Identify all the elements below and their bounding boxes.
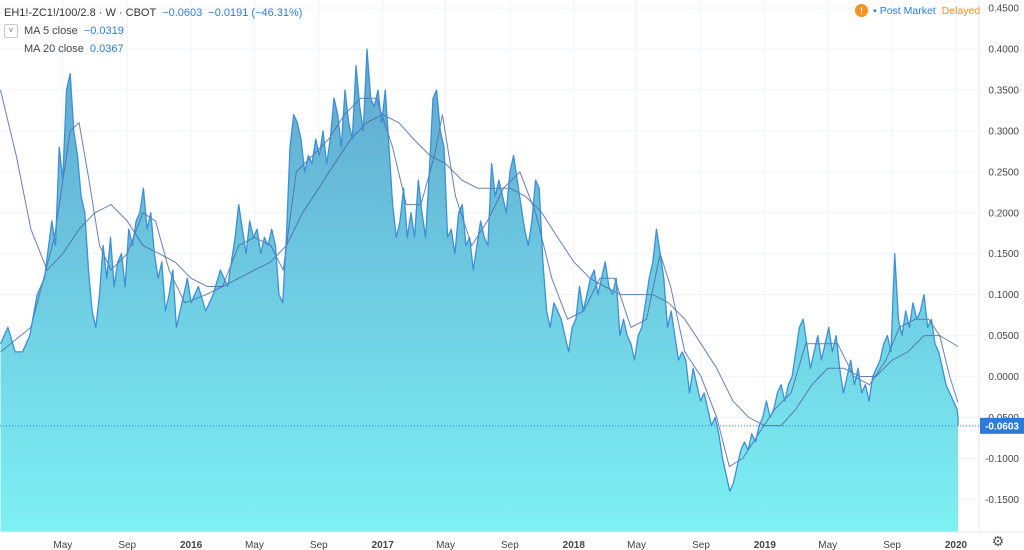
warning-icon[interactable]: ! [855, 4, 868, 17]
last-price-tag: -0.0603 [0, 417, 1024, 434]
x-tick-label: 2017 [372, 540, 395, 550]
status-bullet: • [873, 4, 877, 17]
price-area [0, 49, 958, 532]
symbol-name[interactable]: EH1!-ZC1!/100/2.8 · W · CBOT [4, 7, 157, 19]
ma20-value: 0.0367 [89, 43, 124, 55]
x-tick-label: Sep [501, 540, 519, 550]
last-price-tag-text: -0.0603 [985, 421, 1019, 432]
y-tick-label: -0.1500 [985, 495, 1019, 506]
moving-averages [0, 89, 959, 468]
y-tick-label: 0.0500 [988, 331, 1019, 342]
last-price-tag-bg [980, 417, 1024, 434]
y-tick-label: 0.1500 [988, 249, 1019, 260]
change-value: −0.0191 (−46.31%) [208, 7, 303, 19]
y-tick-label: 0.3000 [988, 126, 1019, 137]
x-tick-label: May [627, 540, 646, 550]
y-tick-label: 0.1000 [988, 290, 1019, 301]
ma5-label: MA 5 close [24, 25, 78, 37]
ma5-line[interactable] [0, 97, 959, 468]
y-tick-label: 0.0000 [988, 372, 1019, 383]
legend-ma20-row[interactable]: MA 20 close 0.0367 [4, 40, 302, 58]
market-status[interactable]: ! • Post Market Delayed [855, 4, 980, 17]
y-tick-label: 0.4500 [988, 4, 1019, 15]
x-tick-label: May [818, 540, 837, 550]
gear-icon[interactable]: ⚙ [991, 533, 1005, 549]
x-tick-label: May [436, 540, 455, 550]
price-series-line[interactable] [0, 48, 959, 492]
delayed-label: Delayed [941, 4, 981, 17]
x-tick-label: Sep [692, 540, 710, 550]
x-tick-label: May [53, 540, 72, 550]
post-market-label: Post Market [879, 4, 936, 17]
x-tick-label: 2016 [180, 540, 203, 550]
x-tick-label: 2020 [945, 540, 968, 550]
x-tick-label: 2019 [754, 540, 777, 550]
y-tick-label: 0.2000 [988, 208, 1019, 219]
y-tick-label: 0.4000 [988, 45, 1019, 56]
legend-ma5-row[interactable]: ˅ MA 5 close −0.0319 [4, 22, 302, 40]
y-tick-label: 0.2500 [988, 167, 1019, 178]
x-tick-label: Sep [883, 540, 901, 550]
price-area-fill [0, 49, 958, 532]
ma20-line[interactable] [0, 89, 959, 427]
time-axis[interactable]: May Sep 2016 May Sep 2017 May Sep 2018 May Sep 2019… [53, 540, 967, 550]
ma5-value: −0.0319 [83, 25, 124, 37]
x-tick-label: Sep [310, 540, 328, 550]
legend: EH1!-ZC1!/100/2.8 · W · CBOT −0.0603 −0.… [4, 4, 302, 58]
legend-toggle-icon[interactable]: ˅ [4, 24, 18, 38]
last-value: −0.0603 [162, 7, 203, 19]
x-tick-label: May [245, 540, 264, 550]
y-tick-label: -0.1000 [985, 454, 1019, 465]
x-tick-label: Sep [118, 540, 136, 550]
ma20-label: MA 20 close [24, 43, 84, 55]
legend-main-row[interactable]: EH1!-ZC1!/100/2.8 · W · CBOT −0.0603 −0.… [4, 4, 302, 22]
y-tick-label: 0.3500 [988, 86, 1019, 97]
x-tick-label: 2018 [563, 540, 586, 550]
price-line [0, 48, 959, 492]
